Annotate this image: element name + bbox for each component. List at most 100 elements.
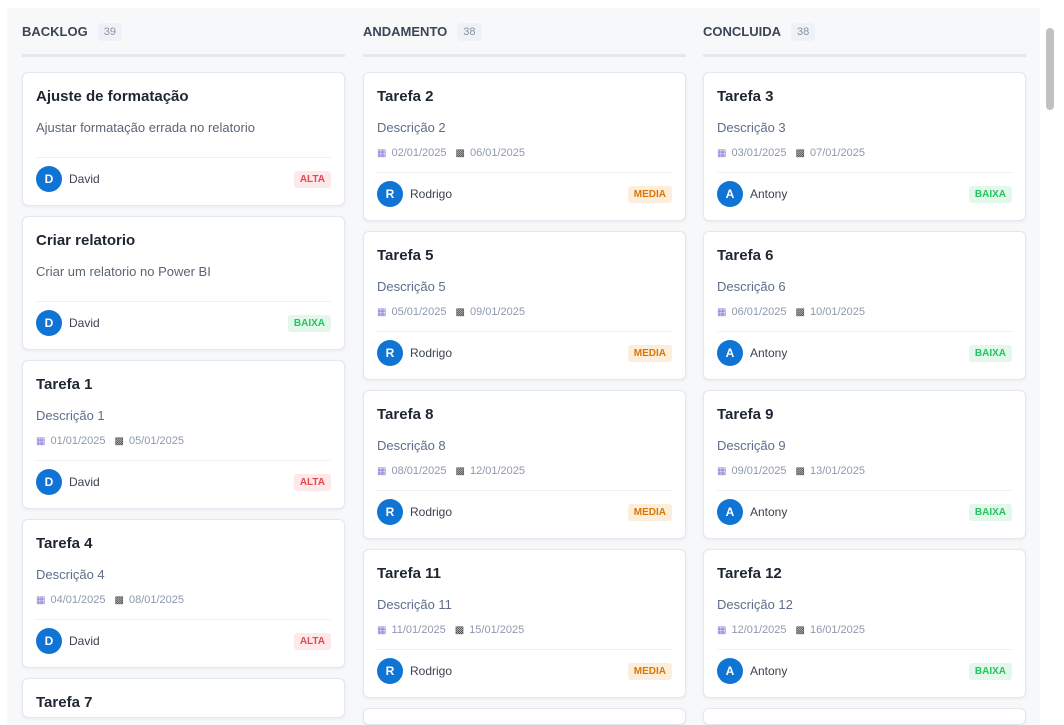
card-title: Tarefa 1 (36, 376, 93, 393)
start-date: 11/01/2025 (391, 624, 446, 636)
end-date: 16/01/2025 (809, 624, 866, 636)
card-footer: R Rodrigo MEDIA (377, 340, 672, 366)
column-count-badge: 38 (791, 22, 816, 41)
task-card[interactable]: Tarefa 5 Descrição 5 ▦ 05/01/2025 ▩ 09/01/202… (363, 231, 686, 380)
checkered-flag-icon: ▩ (455, 465, 465, 477)
card-divider (717, 649, 1012, 650)
assignee: D David (36, 628, 100, 654)
calendar-icon: ▦ (377, 465, 387, 477)
card-description: Descrição 5 (377, 279, 446, 294)
assignee-name: Antony (750, 346, 788, 360)
kanban-board: BACKLOG 39 Ajuste de formatação Ajustar for… (7, 8, 1040, 725)
checkered-flag-icon: ▩ (795, 465, 805, 477)
card-divider (717, 331, 1012, 332)
card-title: Tarefa 11 (377, 565, 441, 582)
task-card[interactable] (703, 708, 1026, 725)
avatar: R (377, 499, 403, 525)
task-card[interactable]: Tarefa 4 Descrição 4 ▦ 04/01/2025 ▩ 08/01/202… (22, 519, 345, 668)
calendar-icon: ▦ (36, 594, 46, 606)
task-card[interactable]: Tarefa 9 Descrição 9 ▦ 09/01/2025 ▩ 13/01/202… (703, 390, 1026, 539)
column-header: CONCLUIDA 38 (703, 8, 1026, 57)
card-title: Tarefa 8 (377, 406, 434, 423)
assignee-name: Rodrigo (410, 505, 453, 519)
priority-badge: ALTA (293, 170, 331, 188)
checkered-flag-icon: ▩ (795, 306, 805, 318)
card-divider (36, 460, 331, 461)
column-andamento: ANDAMENTO 38 Tarefa 2 Descrição 2 ▦ 02/01/202… (363, 8, 686, 725)
task-card[interactable]: Tarefa 7 (22, 678, 345, 718)
assignee: D David (36, 469, 100, 495)
avatar: R (377, 181, 403, 207)
column-count-badge: 39 (97, 22, 122, 41)
scrollbar[interactable] (1044, 8, 1056, 725)
assignee-name: Rodrigo (410, 187, 453, 201)
calendar-icon: ▦ (377, 306, 387, 318)
scrollbar-thumb[interactable] (1046, 28, 1054, 110)
avatar: D (36, 166, 62, 192)
assignee: A Antony (717, 340, 787, 366)
priority-badge: MEDIA (627, 662, 672, 680)
card-description: Descrição 2 (377, 120, 446, 135)
card-description: Descrição 8 (377, 438, 446, 453)
checkered-flag-icon: ▩ (455, 306, 465, 318)
task-card[interactable]: Tarefa 12 Descrição 12 ▦ 12/01/2025 ▩ 16/01/2… (703, 549, 1026, 698)
task-card[interactable]: Tarefa 3 Descrição 3 ▦ 03/01/2025 ▩ 07/01/202… (703, 72, 1026, 221)
column-concluida: CONCLUIDA 38 Tarefa 3 Descrição 3 ▦ 03/01/202… (703, 8, 1026, 725)
card-list: Tarefa 2 Descrição 2 ▦ 02/01/2025 ▩ 06/01/202… (363, 72, 686, 725)
card-title: Criar relatorio (36, 232, 136, 249)
column-header: BACKLOG 39 (22, 8, 345, 57)
card-dates: ▦ 03/01/2025 ▩ 07/01/2025 (717, 146, 1012, 160)
priority-badge: ALTA (293, 632, 331, 650)
card-footer: A Antony BAIXA (717, 340, 1012, 366)
task-card[interactable]: Tarefa 8 Descrição 8 ▦ 08/01/2025 ▩ 12/01/202… (363, 390, 686, 539)
assignee: R Rodrigo (377, 181, 452, 207)
end-date: 07/01/2025 (809, 147, 866, 159)
start-date: 06/01/2025 (731, 306, 787, 318)
task-card[interactable]: Tarefa 11 Descrição 11 ▦ 11/01/2025 ▩ 15/01/2… (363, 549, 686, 698)
assignee: A Antony (717, 658, 787, 684)
checkered-flag-icon: ▩ (455, 147, 465, 159)
priority-badge: MEDIA (627, 185, 672, 203)
start-date: 04/01/2025 (50, 594, 106, 606)
end-date: 06/01/2025 (469, 147, 526, 159)
card-dates: ▦ 02/01/2025 ▩ 06/01/2025 (377, 146, 672, 160)
card-description: Criar um relatorio no Power BI (36, 264, 211, 279)
start-date: 12/01/2025 (731, 624, 787, 636)
task-card[interactable]: Ajuste de formatação Ajustar formatação e… (22, 72, 345, 206)
card-footer: D David ALTA (36, 628, 331, 654)
task-card[interactable]: Criar relatorio Criar um relatorio no Pow… (22, 216, 345, 350)
column-title: ANDAMENTO (363, 24, 448, 39)
assignee-name: Rodrigo (410, 664, 453, 678)
task-card[interactable]: Tarefa 6 Descrição 6 ▦ 06/01/2025 ▩ 10/01/202… (703, 231, 1026, 380)
card-dates: ▦ 06/01/2025 ▩ 10/01/2025 (717, 305, 1012, 319)
assignee-name: David (69, 316, 100, 330)
card-list: Tarefa 3 Descrição 3 ▦ 03/01/2025 ▩ 07/01/202… (703, 72, 1026, 725)
priority-badge: BAIXA (287, 314, 331, 332)
card-footer: A Antony BAIXA (717, 658, 1012, 684)
card-footer: R Rodrigo MEDIA (377, 658, 672, 684)
assignee-name: David (69, 475, 100, 489)
card-dates: ▦ 09/01/2025 ▩ 13/01/2025 (717, 464, 1012, 478)
end-date: 10/01/2025 (809, 306, 866, 318)
priority-badge: MEDIA (627, 503, 672, 521)
card-footer: A Antony BAIXA (717, 181, 1012, 207)
column-title: CONCLUIDA (703, 24, 781, 39)
task-card[interactable] (363, 708, 686, 725)
card-divider (377, 172, 672, 173)
card-dates: ▦ 01/01/2025 ▩ 05/01/2025 (36, 434, 331, 448)
assignee-name: Rodrigo (410, 346, 453, 360)
priority-badge: BAIXA (968, 344, 1012, 362)
calendar-icon: ▦ (717, 306, 727, 318)
assignee: D David (36, 166, 100, 192)
card-description: Descrição 12 (717, 597, 793, 612)
end-date: 15/01/2025 (469, 624, 525, 636)
start-date: 03/01/2025 (731, 147, 787, 159)
card-dates: ▦ 05/01/2025 ▩ 09/01/2025 (377, 305, 672, 319)
checkered-flag-icon: ▩ (795, 147, 805, 159)
task-card[interactable]: Tarefa 2 Descrição 2 ▦ 02/01/2025 ▩ 06/01/202… (363, 72, 686, 221)
column-count-badge: 38 (457, 22, 482, 41)
assignee-name: Antony (750, 505, 788, 519)
task-card[interactable]: Tarefa 1 Descrição 1 ▦ 01/01/2025 ▩ 05/01/202… (22, 360, 345, 509)
end-date: 12/01/2025 (469, 465, 526, 477)
avatar: A (717, 658, 743, 684)
